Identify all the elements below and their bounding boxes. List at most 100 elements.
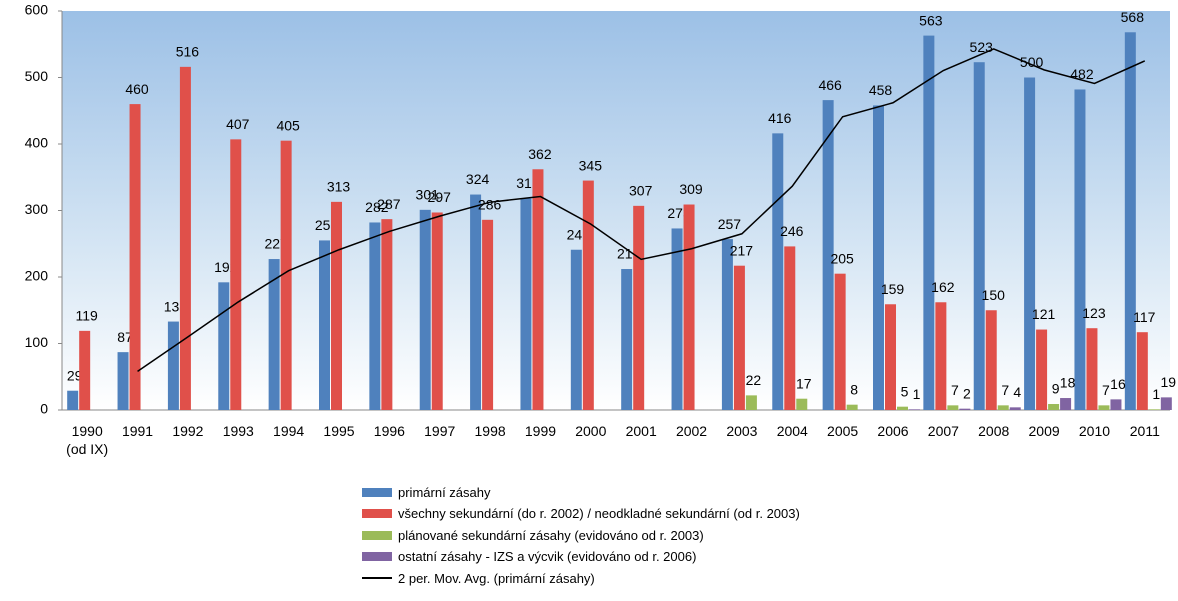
bar: [947, 405, 959, 410]
data-label: 19: [1161, 374, 1177, 390]
data-label: 205: [830, 250, 854, 266]
x-tick-label: 2008: [978, 423, 1010, 439]
bar: [230, 139, 242, 410]
x-tick-label: 1992: [172, 423, 204, 439]
data-label: 123: [1082, 305, 1106, 321]
x-tick-label: 2010: [1078, 423, 1111, 439]
data-label: 286: [478, 197, 502, 213]
data-label: 466: [818, 77, 842, 93]
data-label: 458: [869, 82, 893, 98]
legend-item: primární zásahy: [362, 482, 490, 502]
bar: [532, 169, 544, 410]
bar: [1110, 399, 1122, 410]
legend-swatch: [362, 487, 392, 497]
bar: [671, 228, 683, 410]
data-label: 22: [746, 372, 762, 388]
legend-swatch: [362, 577, 392, 579]
data-label: 16: [1110, 376, 1126, 392]
bar: [419, 209, 431, 410]
bar: [470, 194, 482, 410]
x-tick-label: 1991: [121, 423, 154, 439]
legend-label: plánované sekundární zásahy (evidováno o…: [398, 527, 704, 543]
bar: [873, 105, 884, 411]
y-tick-label: 600: [25, 2, 49, 18]
data-label: 1: [1152, 386, 1160, 402]
data-label: 7: [1001, 382, 1009, 398]
bar: [909, 409, 920, 410]
legend-item: 2 per. Mov. Avg. (primární zásahy): [362, 568, 595, 588]
y-tick-label: 200: [25, 268, 49, 284]
data-label: 117: [1133, 309, 1156, 325]
bar: [745, 395, 757, 410]
legend-item: plánované sekundární zásahy (evidováno o…: [362, 525, 704, 545]
x-tick-label: 2004: [776, 423, 808, 439]
bar: [959, 408, 971, 410]
bar: [67, 390, 79, 410]
bar: [985, 310, 997, 410]
x-tick-label: 1994: [273, 423, 305, 439]
data-label: 18: [1060, 375, 1076, 391]
legend-label: ostatní zásahy - IZS a výcvik (evidováno…: [398, 549, 697, 564]
bar: [167, 321, 179, 410]
bar: [482, 219, 494, 410]
legend-label: 2 per. Mov. Avg. (primární zásahy): [398, 570, 595, 586]
bar: [846, 404, 858, 410]
data-label: 297: [428, 189, 452, 205]
bar: [1036, 329, 1048, 410]
data-label: 407: [226, 116, 250, 132]
bar: [683, 204, 695, 410]
legend-label: primární zásahy: [398, 484, 491, 500]
x-tick-label: 2007: [927, 423, 959, 439]
x-tick-label: 1998: [474, 423, 506, 439]
legend-swatch: [362, 552, 392, 561]
data-label: 17: [796, 375, 812, 391]
bar: [1136, 332, 1148, 410]
data-label: 2: [963, 385, 971, 401]
data-label: 287: [377, 196, 401, 212]
x-tick-label: 2009: [1028, 423, 1060, 439]
bar: [1024, 77, 1036, 410]
bar: [520, 198, 532, 410]
bar: [582, 180, 594, 410]
bar: [633, 205, 645, 410]
data-label: 159: [881, 281, 905, 297]
plot: 0100200300400500600298713319222725528230…: [25, 2, 1177, 417]
bar: [1060, 398, 1072, 410]
data-label: 307: [629, 183, 653, 199]
data-label: 119: [76, 308, 99, 324]
bar: [721, 239, 733, 410]
bar: [129, 104, 141, 410]
data-label: 8: [850, 381, 858, 397]
legend-label: všechny sekundární (do r. 2002) / neodkl…: [398, 506, 800, 521]
data-label: 217: [730, 242, 754, 258]
bar: [885, 304, 896, 410]
data-label: 309: [679, 181, 703, 197]
data-label: 29: [67, 367, 83, 383]
data-label: 121: [1032, 306, 1056, 322]
data-label: 523: [970, 39, 994, 55]
data-label: 345: [579, 157, 603, 173]
data-label: 162: [931, 279, 955, 295]
data-label: 5: [901, 383, 909, 399]
bar: [1048, 404, 1060, 410]
y-tick-label: 300: [25, 201, 49, 217]
moving-average-line: [137, 48, 1146, 373]
data-label: 1: [913, 386, 921, 402]
x-tick-label: 1996: [373, 423, 405, 439]
y-tick-label: 400: [25, 135, 49, 151]
data-label: 7: [1102, 382, 1110, 398]
data-label: 313: [327, 179, 351, 195]
data-label: 9: [1052, 381, 1060, 397]
bar: [935, 302, 947, 410]
data-label: 460: [125, 81, 149, 97]
bar: [268, 259, 280, 410]
bar: [834, 273, 846, 410]
data-label: 282: [365, 199, 389, 215]
bar: [923, 35, 935, 410]
x-tick-label: 2011: [1129, 423, 1160, 439]
x-tick-label: 2002: [675, 423, 708, 439]
data-label: 7: [951, 382, 959, 398]
bar: [772, 133, 784, 411]
bar: [1009, 407, 1021, 410]
